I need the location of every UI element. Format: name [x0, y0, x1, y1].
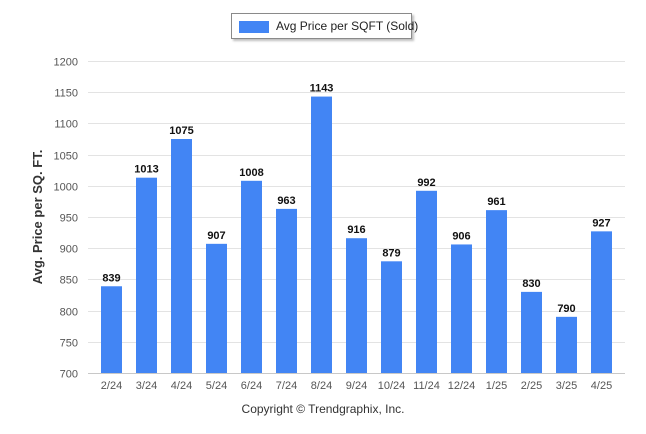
x-tick-label: 3/25: [556, 380, 577, 392]
bar: [101, 286, 122, 373]
bar: [346, 238, 367, 373]
y-tick-label: 1000: [54, 182, 78, 194]
y-axis-label: Avg. Price per SQ. FT.: [30, 150, 45, 285]
data-label: 1008: [239, 167, 263, 179]
y-tick-label: 1100: [54, 119, 78, 131]
bar: [171, 139, 192, 373]
data-label: 906: [452, 230, 470, 242]
bar: [241, 180, 262, 373]
x-tick-label: 7/24: [276, 380, 297, 392]
x-tick-label: 8/24: [311, 380, 332, 392]
y-tick-label: 750: [60, 338, 78, 350]
bar: [521, 291, 542, 373]
bar: [381, 261, 402, 373]
bar: [206, 243, 227, 373]
bar: [136, 177, 157, 373]
data-label: 963: [277, 195, 295, 207]
bar: [311, 96, 332, 374]
y-tick-label: 850: [60, 275, 78, 287]
data-label: 907: [207, 230, 225, 242]
data-label: 916: [347, 224, 365, 236]
legend-label: Avg Price per SQFT (Sold): [276, 19, 419, 33]
data-label: 1143: [310, 83, 334, 95]
y-tick-label: 1050: [54, 151, 78, 163]
legend: Avg Price per SQFT (Sold): [231, 13, 418, 39]
data-label: 927: [592, 217, 610, 229]
x-tick-label: 10/24: [378, 380, 406, 392]
data-label: 879: [382, 247, 400, 259]
data-label: 1075: [169, 125, 193, 137]
bar: [416, 190, 437, 373]
data-label: 830: [522, 278, 540, 290]
y-tick-label: 950: [60, 213, 78, 225]
x-tick-label: 3/24: [136, 380, 157, 392]
copyright-text: Copyright © Trendgraphix, Inc.: [241, 402, 405, 416]
y-tick-label: 1200: [54, 57, 78, 69]
x-tick-label: 12/24: [448, 380, 476, 392]
x-tick-label: 9/24: [346, 380, 367, 392]
data-label: 961: [487, 196, 505, 208]
legend-swatch: [239, 21, 269, 33]
bar: [486, 210, 507, 373]
bar: [276, 208, 297, 373]
x-tick-label: 2/24: [101, 380, 122, 392]
data-label: 992: [417, 177, 435, 189]
data-label: 790: [557, 303, 575, 315]
y-tick-label: 800: [60, 307, 78, 319]
y-tick-label: 900: [60, 244, 78, 256]
x-tick-label: 4/25: [591, 380, 612, 392]
bar: [451, 244, 472, 373]
data-label: 839: [102, 272, 120, 284]
y-tick-label: 700: [60, 369, 78, 381]
bar: [591, 231, 612, 373]
x-tick-label: 2/25: [521, 380, 542, 392]
y-tick-label: 1150: [54, 88, 78, 100]
data-label: 1013: [134, 164, 158, 176]
x-tick-label: 4/24: [171, 380, 192, 392]
x-tick-label: 5/24: [206, 380, 227, 392]
x-tick-label: 11/24: [413, 380, 440, 392]
bar: [556, 316, 577, 373]
x-tick-label: 1/25: [486, 380, 507, 392]
x-tick-label: 6/24: [241, 380, 262, 392]
